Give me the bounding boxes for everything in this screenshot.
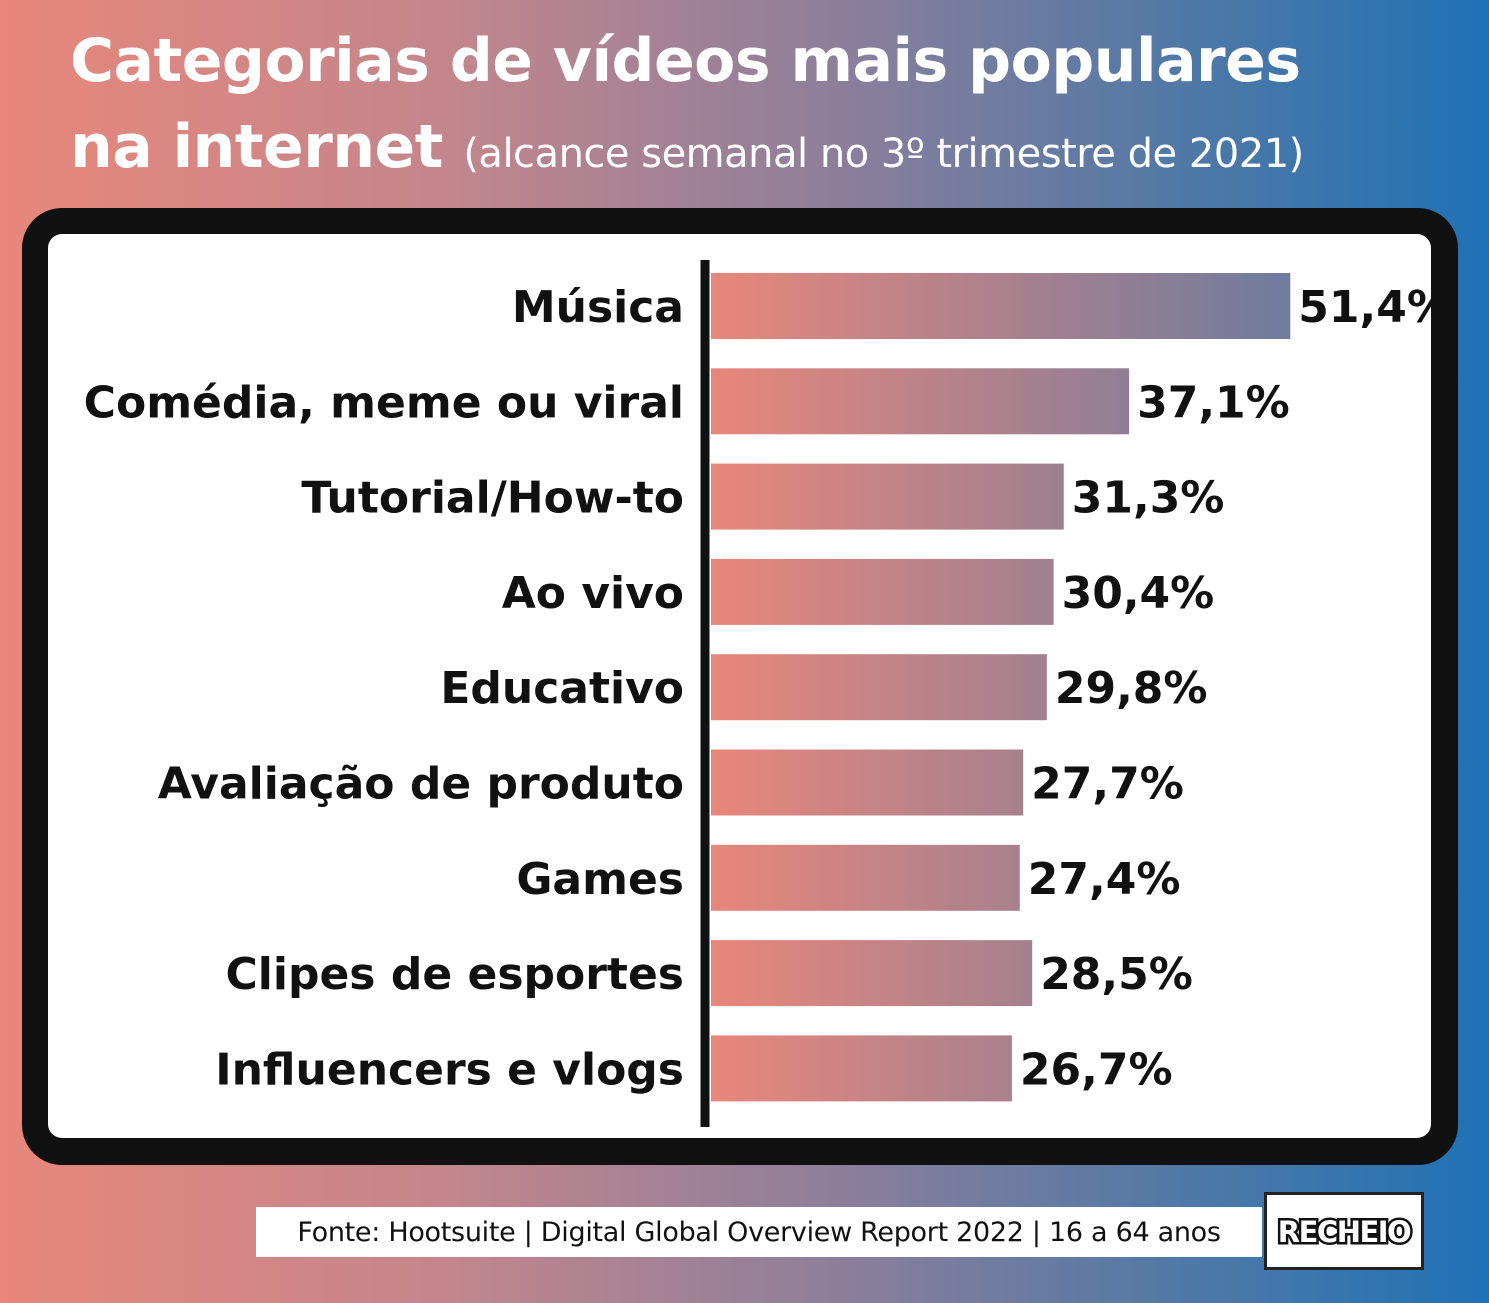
- bar-2: [711, 463, 1064, 530]
- chart-subtitle: (alcance semanal no 3º trimestre de 2021…: [463, 131, 1304, 177]
- bar-5: [711, 749, 1024, 816]
- title-line-2-text: na internet: [70, 112, 443, 182]
- source-note: Fonte: Hootsuite | Digital Global Overvi…: [256, 1207, 1262, 1257]
- value-label: 51,4%: [1298, 282, 1451, 333]
- category-label: Educativo: [440, 663, 684, 714]
- value-label: 31,3%: [1072, 473, 1225, 524]
- value-label: 29,8%: [1055, 663, 1208, 714]
- labels-layer: Música 51,4% Comédia, meme ou viral 37,1% Tu…: [84, 282, 1451, 1095]
- category-label: Avaliação de produto: [158, 759, 684, 810]
- value-label: 37,1%: [1137, 377, 1290, 428]
- category-label: Música: [512, 282, 684, 333]
- bar-8: [711, 1035, 1012, 1102]
- value-label: 28,5%: [1040, 949, 1193, 1000]
- category-label: Influencers e vlogs: [215, 1044, 684, 1095]
- category-label: Comédia, meme ou viral: [84, 377, 684, 428]
- bar-1: [711, 368, 1130, 435]
- recheio-logo-icon: RECHEIO: [1275, 1213, 1414, 1252]
- title-line-1: Categorias de vídeos mais populares: [70, 26, 1301, 96]
- bar-3: [711, 558, 1054, 625]
- svg-text:RECHEIO: RECHEIO: [1278, 1215, 1411, 1249]
- bar-6: [711, 844, 1020, 911]
- category-label: Clipes de esportes: [226, 949, 684, 1000]
- category-label: Games: [516, 854, 684, 905]
- value-label: 27,4%: [1028, 854, 1181, 905]
- value-label: 26,7%: [1020, 1044, 1173, 1095]
- bar-4: [711, 654, 1047, 721]
- category-label: Tutorial/How-to: [301, 473, 684, 524]
- bars-layer: [711, 273, 1291, 1102]
- bar-7: [711, 940, 1033, 1007]
- bar-0: [711, 273, 1291, 339]
- brand-logo: RECHEIO: [1264, 1192, 1424, 1270]
- chart-title: Categorias de vídeos mais populares na i…: [70, 18, 1304, 197]
- value-label: 30,4%: [1062, 568, 1215, 619]
- category-label: Ao vivo: [502, 568, 684, 619]
- title-line-2: na internet (alcance semanal no 3º trime…: [70, 104, 1304, 197]
- value-label: 27,7%: [1031, 759, 1184, 810]
